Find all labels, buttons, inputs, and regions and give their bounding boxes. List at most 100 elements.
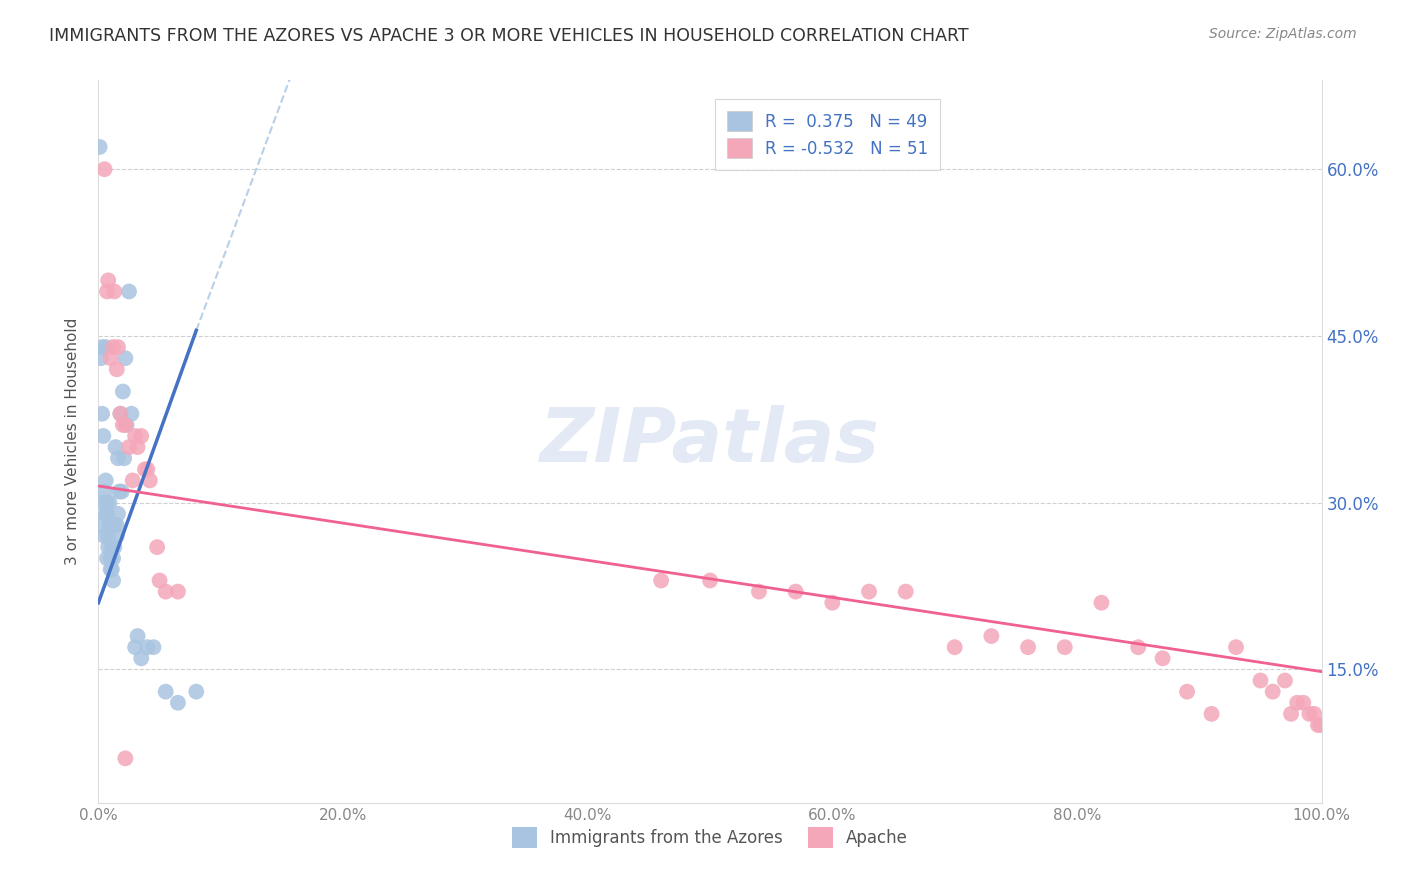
Point <box>93 484 115 499</box>
Point <box>96 507 118 521</box>
Point <box>107 451 129 466</box>
Point <box>124 429 146 443</box>
Point <box>785 584 807 599</box>
Point <box>105 517 128 532</box>
Point <box>94 507 117 521</box>
Point <box>155 584 177 599</box>
Point <box>114 751 136 765</box>
Point <box>120 407 142 421</box>
Point <box>155 684 177 698</box>
Point <box>1261 684 1284 698</box>
Point <box>101 574 124 588</box>
Point <box>136 640 159 655</box>
Point <box>96 496 118 510</box>
Point <box>134 462 156 476</box>
Point <box>91 496 114 510</box>
Point <box>93 162 115 177</box>
Point <box>100 551 122 566</box>
Point <box>943 640 966 655</box>
Point <box>129 429 152 443</box>
Point <box>858 584 880 599</box>
Point <box>127 629 149 643</box>
Point <box>96 551 118 566</box>
Point <box>149 574 172 588</box>
Text: Source: ZipAtlas.com: Source: ZipAtlas.com <box>1209 27 1357 41</box>
Point <box>1306 718 1329 732</box>
Point <box>1286 696 1309 710</box>
Point <box>107 507 129 521</box>
Point <box>1053 640 1076 655</box>
Point <box>97 529 120 543</box>
Point <box>107 340 129 354</box>
Point <box>112 451 135 466</box>
Point <box>101 540 124 554</box>
Point <box>980 629 1002 643</box>
Point <box>139 474 162 488</box>
Point <box>98 496 121 510</box>
Point <box>114 351 136 366</box>
Point <box>111 484 134 499</box>
Point <box>127 440 149 454</box>
Point <box>1292 696 1315 710</box>
Point <box>108 484 131 499</box>
Point <box>100 351 122 366</box>
Point <box>98 517 121 532</box>
Legend: Immigrants from the Azores, Apache: Immigrants from the Azores, Apache <box>501 816 920 860</box>
Point <box>97 540 120 554</box>
Point <box>91 407 114 421</box>
Point <box>101 562 124 576</box>
Point <box>96 285 118 299</box>
Point <box>103 540 125 554</box>
Point <box>1175 684 1198 698</box>
Point <box>105 529 128 543</box>
Point <box>104 440 127 454</box>
Point <box>136 462 159 476</box>
Point <box>821 596 844 610</box>
Point <box>1298 706 1320 721</box>
Point <box>129 651 152 665</box>
Point <box>118 440 141 454</box>
Point <box>1225 640 1247 655</box>
Point <box>111 417 134 432</box>
Point <box>894 584 917 599</box>
Point <box>1152 651 1174 665</box>
Y-axis label: 3 or more Vehicles in Household: 3 or more Vehicles in Household <box>65 318 80 566</box>
Point <box>748 584 770 599</box>
Point <box>91 429 114 443</box>
Point <box>110 407 132 421</box>
Point <box>124 640 146 655</box>
Point <box>1249 673 1271 688</box>
Point <box>89 140 111 154</box>
Point <box>103 517 125 532</box>
Text: IMMIGRANTS FROM THE AZORES VS APACHE 3 OR MORE VEHICLES IN HOUSEHOLD CORRELATION: IMMIGRANTS FROM THE AZORES VS APACHE 3 O… <box>49 27 969 45</box>
Point <box>1017 640 1039 655</box>
Point <box>167 584 190 599</box>
Point <box>91 340 114 354</box>
Point <box>105 362 128 376</box>
Point <box>100 562 122 576</box>
Point <box>142 640 165 655</box>
Point <box>1201 706 1223 721</box>
Point <box>1090 596 1112 610</box>
Point <box>146 540 169 554</box>
Point <box>94 340 117 354</box>
Point <box>114 417 136 432</box>
Point <box>101 551 124 566</box>
Point <box>94 474 117 488</box>
Point <box>93 529 115 543</box>
Point <box>97 273 120 287</box>
Point <box>1279 706 1302 721</box>
Point <box>650 574 672 588</box>
Point <box>101 340 124 354</box>
Point <box>1274 673 1296 688</box>
Point <box>699 574 721 588</box>
Point <box>121 474 143 488</box>
Point <box>167 696 190 710</box>
Point <box>89 517 111 532</box>
Point <box>103 285 125 299</box>
Point <box>111 384 134 399</box>
Point <box>115 417 138 432</box>
Point <box>118 285 141 299</box>
Point <box>90 351 112 366</box>
Point <box>1303 706 1326 721</box>
